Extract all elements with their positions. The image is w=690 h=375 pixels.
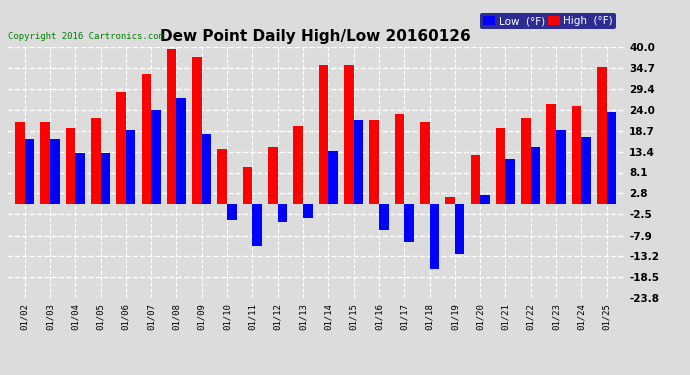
Bar	[354, 120, 363, 204]
Bar	[328, 151, 338, 204]
Bar	[369, 120, 379, 204]
Bar	[521, 118, 531, 204]
Bar	[445, 196, 455, 204]
Bar	[50, 140, 59, 204]
Text: Copyright 2016 Cartronics.com: Copyright 2016 Cartronics.com	[8, 32, 164, 41]
Bar	[506, 159, 515, 204]
Bar	[116, 92, 126, 204]
Bar	[126, 130, 135, 204]
Bar	[101, 153, 110, 204]
Bar	[15, 122, 25, 204]
Bar	[597, 67, 607, 204]
Bar	[582, 138, 591, 204]
Bar	[480, 195, 490, 204]
Bar	[75, 153, 85, 204]
Bar	[192, 57, 201, 204]
Bar	[141, 75, 151, 204]
Bar	[167, 49, 177, 204]
Bar	[151, 110, 161, 204]
Bar	[471, 155, 480, 204]
Bar	[420, 122, 430, 204]
Bar	[404, 204, 414, 242]
Bar	[268, 147, 277, 204]
Bar	[319, 64, 328, 204]
Bar	[91, 118, 101, 204]
Bar	[217, 149, 227, 204]
Bar	[496, 128, 506, 204]
Bar	[531, 147, 540, 204]
Bar	[66, 128, 75, 204]
Bar	[253, 204, 262, 246]
Bar	[177, 98, 186, 204]
Bar	[293, 126, 303, 204]
Bar	[227, 204, 237, 220]
Bar	[243, 167, 253, 204]
Bar	[25, 140, 34, 204]
Bar	[430, 204, 440, 269]
Bar	[303, 204, 313, 218]
Bar	[40, 122, 50, 204]
Bar	[201, 134, 211, 204]
Bar	[395, 114, 404, 204]
Bar	[572, 106, 582, 204]
Title: Dew Point Daily High/Low 20160126: Dew Point Daily High/Low 20160126	[160, 29, 471, 44]
Legend: Low  (°F), High  (°F): Low (°F), High (°F)	[480, 13, 616, 29]
Bar	[546, 104, 556, 204]
Bar	[455, 204, 464, 254]
Bar	[277, 204, 287, 222]
Bar	[556, 130, 566, 204]
Bar	[607, 112, 616, 204]
Bar	[379, 204, 388, 230]
Bar	[344, 64, 354, 204]
